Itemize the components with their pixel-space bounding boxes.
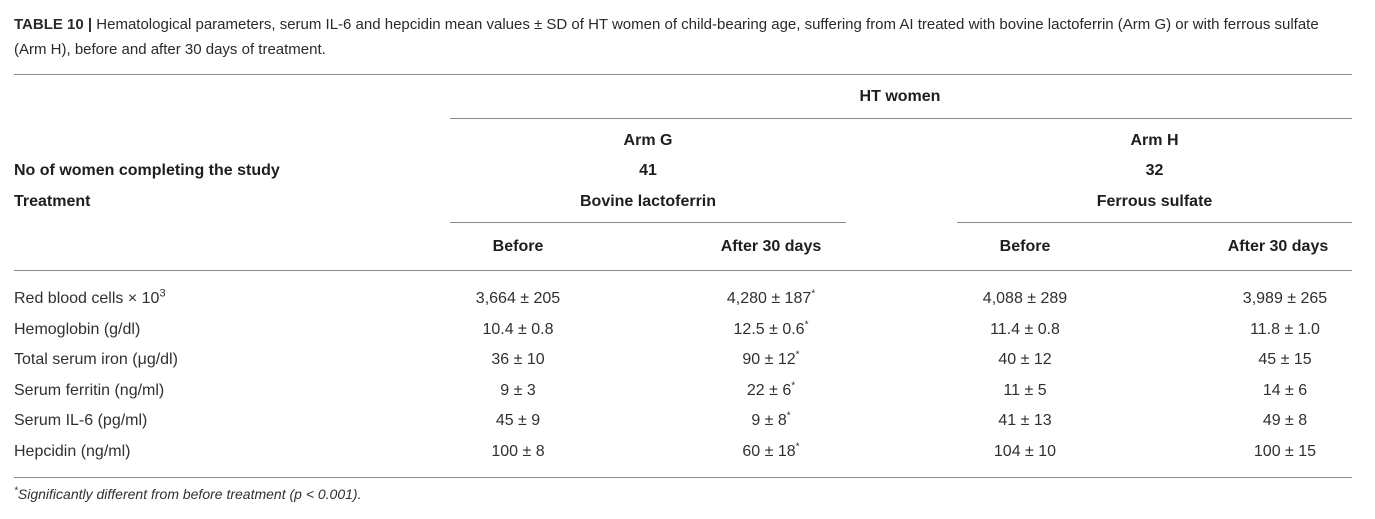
table-cell-g-after: 90 ± 12* bbox=[671, 350, 871, 370]
row-label-text: Red blood cells × 10 bbox=[14, 290, 160, 307]
arm-g-rule bbox=[450, 222, 846, 223]
arm-h-after-header: After 30 days bbox=[1227, 238, 1329, 255]
table-cell-h-before: 41 ± 13 bbox=[998, 412, 1052, 429]
table-row-label: Red blood cells × 103 bbox=[14, 287, 166, 309]
cell-value: 22 ± 6 bbox=[746, 382, 792, 399]
caption-text: Hematological parameters, serum IL-6 and… bbox=[14, 16, 1319, 58]
significance-mark: * bbox=[786, 410, 791, 422]
table-cell-h-after: 100 ± 15 bbox=[1253, 443, 1317, 460]
group-rule bbox=[450, 118, 1352, 119]
table-row-label: Total serum iron (μg/dl) bbox=[14, 351, 178, 368]
row-label-women-count: No of women completing the study bbox=[14, 162, 280, 179]
bottom-rule bbox=[14, 477, 1352, 478]
table-cell-h-before: 4,088 ± 289 bbox=[982, 290, 1068, 307]
table-cell-h-after: 14 ± 6 bbox=[1262, 382, 1308, 399]
table-cell-g-before: 36 ± 10 bbox=[491, 351, 545, 368]
arm-g-before-header: Before bbox=[492, 238, 544, 255]
arm-h-treatment: Ferrous sulfate bbox=[1096, 193, 1213, 210]
footnote-mark: * bbox=[14, 485, 18, 497]
table-cell-h-before: 104 ± 10 bbox=[993, 443, 1057, 460]
table-cell-g-before: 10.4 ± 0.8 bbox=[482, 321, 554, 338]
row-label-treatment: Treatment bbox=[14, 193, 91, 210]
cell-value: 9 ± 8 bbox=[751, 412, 787, 429]
table-cell-h-after: 49 ± 8 bbox=[1262, 412, 1308, 429]
arm-g-after-header: After 30 days bbox=[720, 238, 822, 255]
table-cell-h-before: 11 ± 5 bbox=[1003, 382, 1047, 399]
arm-h-rule bbox=[957, 222, 1352, 223]
row-label-superscript: 3 bbox=[159, 287, 166, 300]
table-row-label: Serum ferritin (ng/ml) bbox=[14, 382, 165, 399]
footnote-text: Significantly different from before trea… bbox=[17, 486, 362, 502]
table-cell-g-after: 22 ± 6* bbox=[671, 381, 871, 401]
arm-h-name: Arm H bbox=[1130, 132, 1179, 149]
table-row-label: Serum IL-6 (pg/ml) bbox=[14, 412, 148, 429]
table-cell-h-after: 11.8 ± 1.0 bbox=[1250, 321, 1320, 338]
table-row-label: Hepcidin (ng/ml) bbox=[14, 443, 131, 460]
table-row-label: Hemoglobin (g/dl) bbox=[14, 321, 141, 338]
table-cell-h-after: 45 ± 15 bbox=[1258, 351, 1312, 368]
table-cell-h-before: 11.4 ± 0.8 bbox=[990, 321, 1060, 338]
group-header-ht-women: HT women bbox=[859, 88, 941, 105]
table-cell-g-before: 100 ± 8 bbox=[491, 443, 545, 460]
arm-h-before-header: Before bbox=[999, 238, 1051, 255]
caption-label: TABLE 10 | bbox=[14, 16, 93, 33]
table-footnote: *Significantly different from before tre… bbox=[14, 486, 361, 502]
table-cell-g-before: 45 ± 9 bbox=[495, 412, 541, 429]
table-cell-h-before: 40 ± 12 bbox=[998, 351, 1052, 368]
table-cell-h-after: 3,989 ± 265 bbox=[1242, 290, 1328, 307]
arm-g-treatment: Bovine lactoferrin bbox=[579, 193, 717, 210]
table-cell-g-before: 3,664 ± 205 bbox=[475, 290, 561, 307]
significance-mark: * bbox=[795, 441, 800, 453]
table-cell-g-after: 12.5 ± 0.6* bbox=[671, 320, 871, 340]
arm-h-count: 32 bbox=[1145, 162, 1164, 179]
significance-mark: * bbox=[791, 380, 796, 392]
significance-mark: * bbox=[804, 319, 809, 331]
table-cell-g-after: 60 ± 18* bbox=[671, 442, 871, 462]
cell-value: 12.5 ± 0.6 bbox=[733, 321, 805, 338]
table-caption: TABLE 10 | Hematological parameters, ser… bbox=[14, 12, 1354, 62]
cell-value: 90 ± 12 bbox=[742, 351, 796, 368]
significance-mark: * bbox=[795, 349, 800, 361]
significance-mark: * bbox=[811, 288, 816, 300]
top-rule bbox=[14, 74, 1352, 75]
arm-g-name: Arm G bbox=[623, 132, 673, 149]
arm-g-count: 41 bbox=[639, 162, 657, 179]
table-cell-g-after: 4,280 ± 187* bbox=[671, 289, 871, 309]
cell-value: 4,280 ± 187 bbox=[726, 290, 812, 307]
cell-value: 60 ± 18 bbox=[742, 443, 796, 460]
table-cell-g-before: 9 ± 3 bbox=[500, 382, 536, 399]
table-cell-g-after: 9 ± 8* bbox=[671, 411, 871, 431]
header-bottom-rule bbox=[14, 270, 1352, 271]
